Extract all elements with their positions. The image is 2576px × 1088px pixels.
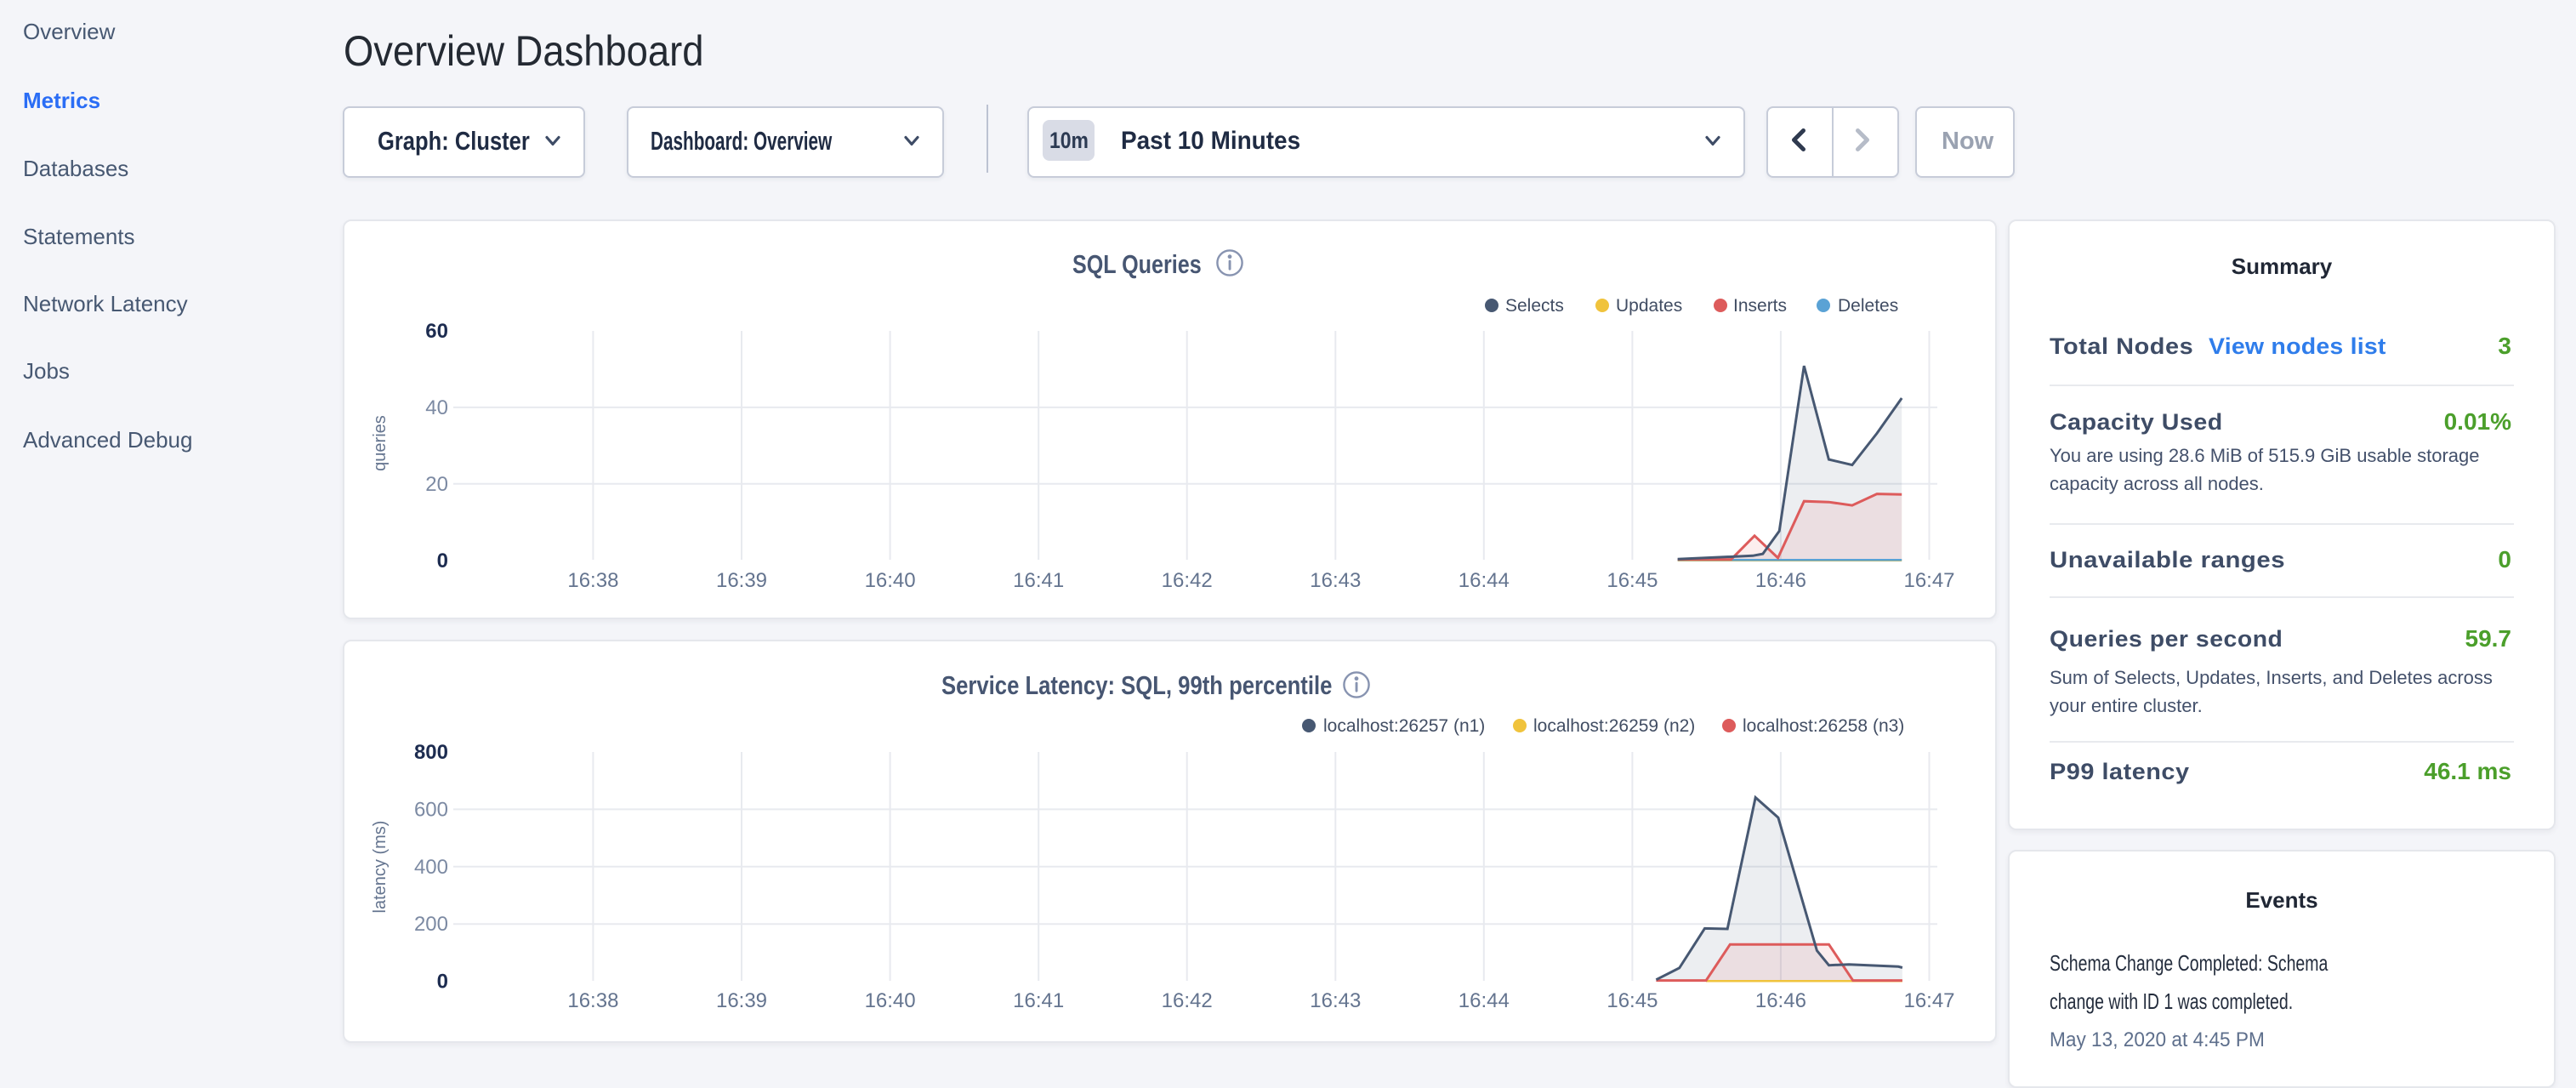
svg-text:16:41: 16:41 xyxy=(1013,569,1064,592)
svg-text:16:40: 16:40 xyxy=(865,569,916,592)
svg-text:16:45: 16:45 xyxy=(1606,989,1658,1012)
svg-text:16:40: 16:40 xyxy=(865,989,916,1012)
svg-text:16:42: 16:42 xyxy=(1162,569,1213,592)
svg-text:600: 600 xyxy=(414,798,448,821)
svg-text:latency (ms): latency (ms) xyxy=(371,821,390,914)
svg-text:16:45: 16:45 xyxy=(1606,569,1658,592)
svg-text:16:44: 16:44 xyxy=(1459,989,1510,1012)
svg-text:16:46: 16:46 xyxy=(1755,989,1806,1012)
svg-text:0: 0 xyxy=(437,550,448,572)
svg-text:16:46: 16:46 xyxy=(1755,569,1806,592)
svg-text:0: 0 xyxy=(437,971,448,994)
svg-text:16:42: 16:42 xyxy=(1162,989,1213,1012)
svg-text:60: 60 xyxy=(425,320,448,343)
svg-text:queries: queries xyxy=(371,415,390,471)
svg-text:40: 40 xyxy=(425,396,448,419)
svg-text:16:39: 16:39 xyxy=(716,569,767,592)
svg-text:800: 800 xyxy=(414,741,448,764)
svg-text:16:44: 16:44 xyxy=(1459,569,1510,592)
svg-text:200: 200 xyxy=(414,913,448,936)
svg-text:20: 20 xyxy=(425,473,448,496)
svg-text:16:47: 16:47 xyxy=(1903,569,1954,592)
svg-text:16:43: 16:43 xyxy=(1310,989,1361,1012)
svg-text:400: 400 xyxy=(414,856,448,879)
svg-text:16:43: 16:43 xyxy=(1310,569,1361,592)
svg-text:16:47: 16:47 xyxy=(1903,989,1954,1012)
svg-text:16:39: 16:39 xyxy=(716,989,767,1012)
svg-text:16:38: 16:38 xyxy=(567,569,618,592)
svg-text:16:41: 16:41 xyxy=(1013,989,1064,1012)
svg-text:16:38: 16:38 xyxy=(567,989,618,1012)
